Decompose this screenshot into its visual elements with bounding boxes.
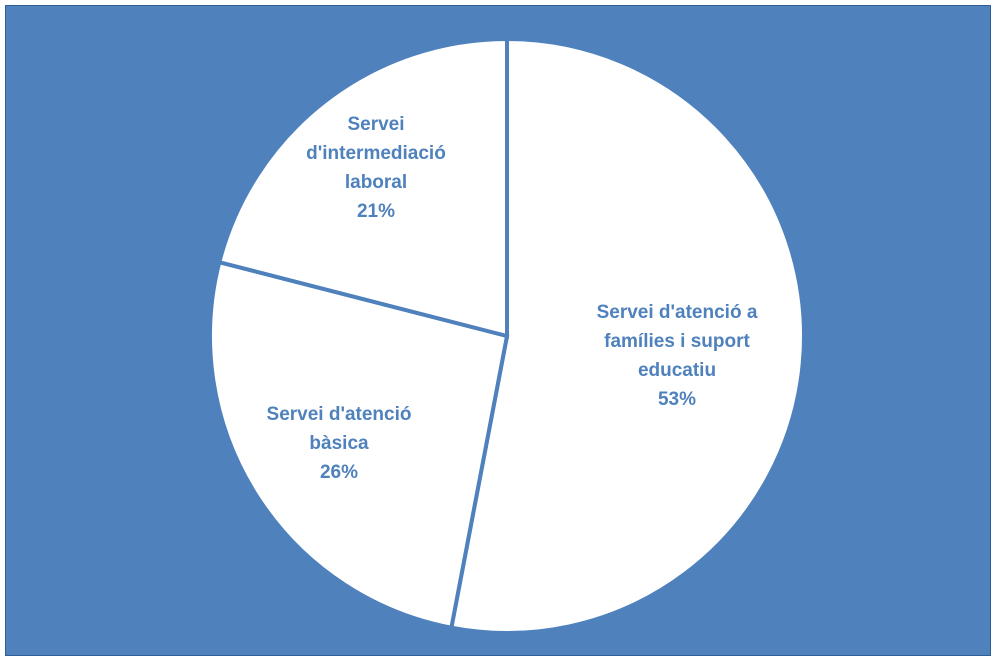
slice-value-label-0: 53% [658, 389, 696, 410]
slice-value-label-2: 21% [357, 201, 395, 222]
slice-category-label-0: famílies i suport [604, 331, 750, 352]
slice-category-label-1: bàsica [309, 433, 369, 454]
pie-slice-0 [449, 36, 806, 635]
slice-category-label-1: Servei d'atenció [267, 404, 412, 425]
slice-category-label-2: laboral [345, 172, 407, 193]
slice-category-label-0: educatiu [638, 360, 716, 381]
data-label-0: Servei d'atenció a famílies i suport educa… [597, 302, 758, 410]
slice-category-label-2: Servei [347, 114, 404, 135]
pie-slice-1 [208, 259, 510, 631]
data-label-2: Servei d'intermediació laboral 21% [306, 114, 446, 222]
data-label-1: Servei d'atenció bàsica 26% [267, 404, 412, 483]
slice-category-label-0: Servei d'atenció a [597, 302, 758, 323]
pie-slice-2 [216, 36, 509, 339]
slice-category-label-2: d'intermediació [306, 143, 446, 164]
slice-value-label-1: 26% [320, 462, 358, 483]
